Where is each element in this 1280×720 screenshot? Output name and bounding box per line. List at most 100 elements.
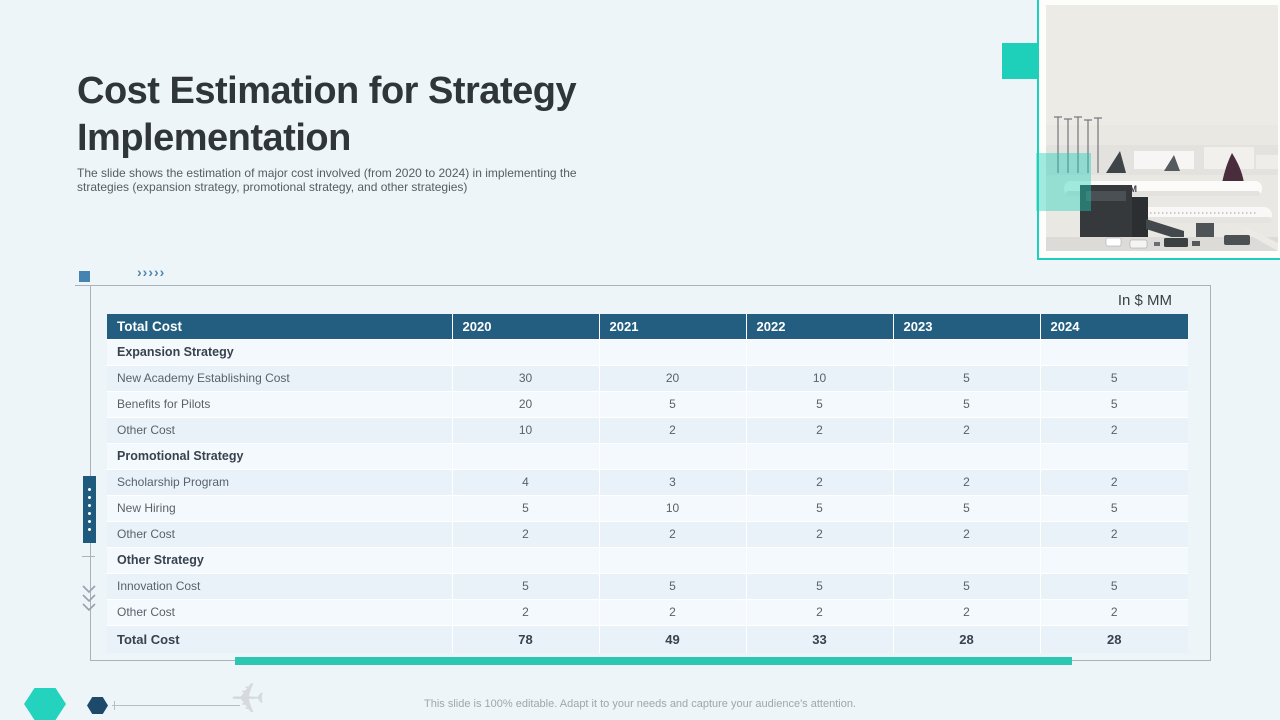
row-label: Benefits for Pilots	[107, 390, 452, 417]
plane-tail-fin	[1222, 153, 1244, 183]
column-header: 2021	[598, 314, 746, 339]
dotted-bar-decoration	[83, 476, 96, 543]
cell-value	[598, 546, 746, 573]
airport-photo: SKYTEAM	[1046, 5, 1278, 251]
cell-value	[451, 442, 599, 469]
table-row: Scholarship Program 4 3 2 2 2	[107, 468, 1188, 495]
column-header: Total Cost	[107, 314, 452, 339]
teal-accent-square	[1002, 43, 1037, 79]
row-label: Other Cost	[107, 416, 452, 443]
cell-value	[892, 338, 1040, 365]
column-header: 2022	[745, 314, 893, 339]
cell-value: 49	[598, 624, 746, 653]
cell-value: 33	[745, 624, 893, 653]
table-row: Promotional Strategy	[107, 442, 1188, 469]
cell-value: 20	[598, 364, 746, 391]
distant-plane-tail	[1164, 155, 1180, 171]
cell-value: 2	[598, 416, 746, 443]
airplane-icon: ✈	[230, 675, 266, 720]
cell-value: 4	[451, 468, 599, 495]
cell-value	[892, 442, 1040, 469]
frame-line-right	[1210, 285, 1211, 661]
cell-value: 5	[745, 572, 893, 599]
page-title: Cost Estimation for Strategy Implementat…	[77, 70, 577, 159]
cell-value: 2	[1039, 468, 1188, 495]
cell-value: 5	[451, 572, 599, 599]
frame-line-left	[90, 285, 91, 661]
cell-value	[1039, 338, 1188, 365]
cell-value: 2	[598, 520, 746, 547]
cell-value: 5	[892, 572, 1040, 599]
down-chevrons-icon	[82, 585, 96, 612]
row-label: New Academy Establishing Cost	[107, 364, 452, 391]
terminal-building	[1134, 151, 1194, 169]
stairs-truck	[1196, 223, 1214, 237]
frame-line-top	[75, 285, 1211, 286]
cell-value	[1039, 442, 1188, 469]
row-label: Other Cost	[107, 520, 452, 547]
cell-value	[745, 442, 893, 469]
cell-value: 20	[451, 390, 599, 417]
cell-value: 2	[745, 520, 893, 547]
row-label: Scholarship Program	[107, 468, 452, 495]
cell-value: 2	[1039, 416, 1188, 443]
right-chevrons-icon: ›››››	[137, 264, 166, 280]
cell-value: 5	[892, 494, 1040, 521]
table-row: New Hiring 5 10 5 5 5	[107, 494, 1188, 521]
row-label: Promotional Strategy	[107, 442, 452, 469]
column-header: 2023	[892, 314, 1040, 339]
cell-value: 5	[598, 390, 746, 417]
hangar-building	[1204, 147, 1254, 169]
ground-vehicles	[1105, 235, 1250, 249]
cell-value	[451, 546, 599, 573]
cell-value: 5	[892, 390, 1040, 417]
distant-plane-tail	[1106, 151, 1126, 173]
cell-value: 2	[892, 598, 1040, 625]
cell-value: 10	[598, 494, 746, 521]
cell-value: 5	[1039, 494, 1188, 521]
cell-value: 2	[745, 416, 893, 443]
row-label: Innovation Cost	[107, 572, 452, 599]
footer-line	[112, 705, 240, 706]
cell-value: 2	[745, 468, 893, 495]
cell-value	[745, 546, 893, 573]
cell-value: 28	[892, 624, 1040, 653]
cell-value	[451, 338, 599, 365]
cell-value: 2	[892, 520, 1040, 547]
tick-decoration	[82, 556, 95, 557]
page-subtitle: The slide shows the estimation of major …	[77, 166, 577, 194]
cell-value: 5	[745, 390, 893, 417]
column-header: 2020	[451, 314, 599, 339]
cell-value: 2	[1039, 598, 1188, 625]
cell-value: 2	[1039, 520, 1188, 547]
cell-value: 2	[892, 468, 1040, 495]
cell-value: 5	[1039, 572, 1188, 599]
row-label: Total Cost	[107, 624, 452, 653]
cell-value: 3	[598, 468, 746, 495]
cell-value: 10	[451, 416, 599, 443]
table-row: Other Cost 10 2 2 2 2	[107, 416, 1188, 443]
cell-value	[598, 338, 746, 365]
cell-value	[1039, 546, 1188, 573]
table-row: Other Cost 2 2 2 2 2	[107, 598, 1188, 625]
plane-wing	[1242, 225, 1278, 251]
cell-value: 5	[451, 494, 599, 521]
table-row: New Academy Establishing Cost 30 20 10 5 5	[107, 364, 1188, 391]
cell-value: 5	[598, 572, 746, 599]
teal-photo-overlay	[1036, 153, 1091, 211]
lamp-posts	[1054, 116, 1102, 173]
table-row: Benefits for Pilots 20 5 5 5 5	[107, 390, 1188, 417]
cell-value: 2	[892, 416, 1040, 443]
cell-value: 78	[451, 624, 599, 653]
cell-value: 5	[892, 364, 1040, 391]
blue-accent-square	[79, 271, 90, 282]
units-label: In $ MM	[1117, 292, 1172, 309]
column-header: 2024	[1039, 314, 1188, 339]
cell-value	[598, 442, 746, 469]
table-header-row: Total Cost 2020 2021 2022 2023 2024	[107, 314, 1188, 339]
cell-value: 2	[598, 598, 746, 625]
teal-hexagon	[24, 688, 66, 720]
table-row: Other Strategy	[107, 546, 1188, 573]
cell-value: 28	[1039, 624, 1188, 653]
